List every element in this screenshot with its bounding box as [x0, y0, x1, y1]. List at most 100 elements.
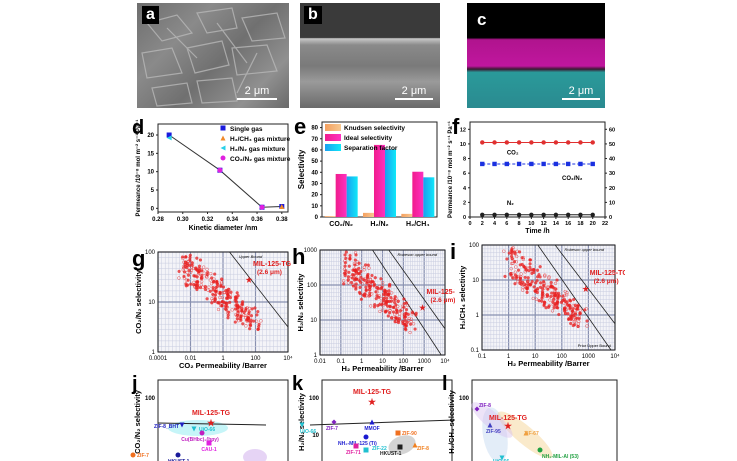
scale-bar-a: 2 μm	[237, 85, 277, 100]
data-point	[538, 281, 543, 285]
data-point	[509, 254, 514, 259]
data-point	[375, 294, 379, 298]
data-point	[547, 275, 551, 279]
data-point	[502, 249, 506, 253]
y-tick-label: 5	[151, 188, 155, 194]
data-point	[571, 304, 575, 308]
legend-marker	[220, 125, 226, 131]
data-point	[549, 280, 553, 285]
sem-plates	[141, 7, 286, 107]
x-tick-label: 0.01	[185, 356, 197, 362]
chart-f-stability: f0 2 4 6 8 10 12 14 16 18 20 2202468101201020304050…	[447, 114, 615, 235]
data-point	[235, 291, 239, 295]
data-point	[388, 309, 392, 313]
data-point	[199, 275, 204, 280]
data-point	[239, 314, 243, 318]
data-point	[547, 276, 551, 280]
data-point	[504, 212, 510, 218]
data-point	[206, 440, 212, 446]
data-point	[541, 212, 546, 218]
y-tick-label: 0	[151, 206, 155, 212]
data-point	[388, 304, 392, 308]
data-point	[353, 251, 358, 255]
data-point	[386, 299, 390, 304]
legend-label: Separation factor	[344, 145, 398, 152]
point-label: ZIF-90	[402, 431, 417, 437]
point-label: MIL-125-TG	[192, 410, 231, 417]
data-point	[199, 283, 204, 287]
point-label: Cu(BHbc)₂(bpy)	[181, 437, 219, 443]
data-point	[343, 253, 347, 257]
data-point	[396, 299, 400, 303]
upper-bound-label: Upper Bound	[239, 254, 263, 259]
data-point	[521, 288, 525, 292]
x-tick-label: 0.1	[478, 354, 487, 360]
data-point	[516, 140, 522, 145]
data-point	[353, 263, 357, 267]
legend-label: Knudsen selectivity	[344, 125, 405, 132]
data-point	[402, 297, 406, 301]
data-point	[402, 305, 406, 309]
data-point	[209, 282, 214, 286]
point-label: HKUST-1	[168, 459, 190, 461]
data-point	[198, 258, 203, 262]
data-point	[578, 140, 583, 145]
data-point	[518, 281, 522, 286]
data-point	[533, 289, 538, 294]
x-tick-label: 12	[541, 221, 547, 227]
data-point	[175, 452, 181, 458]
y-tick-label: 100	[469, 243, 480, 249]
data-point	[492, 161, 497, 167]
region-ellipse	[482, 407, 508, 461]
data-point	[259, 204, 265, 210]
x-tick-label: H₂/N₂	[370, 221, 388, 228]
data-point	[210, 297, 214, 301]
data-point	[342, 282, 346, 286]
data-point	[565, 293, 569, 297]
y-tick-label: 8	[463, 157, 466, 163]
data-point	[257, 324, 261, 329]
plot-frame	[319, 249, 446, 356]
data-point	[369, 419, 375, 425]
data-point	[565, 140, 571, 145]
scale-bar-c: 2 μm	[562, 85, 600, 100]
y-tick-label: 10	[148, 300, 155, 306]
data-point	[218, 295, 222, 300]
data-point	[541, 140, 546, 145]
data-point	[526, 276, 530, 280]
data-point	[519, 272, 523, 276]
point-label: ZIF-8	[479, 403, 491, 409]
data-point	[346, 277, 351, 282]
data-point	[199, 268, 204, 272]
panel-label-e: e	[294, 114, 306, 139]
data-point	[234, 312, 238, 317]
data-point	[225, 304, 229, 309]
data-point	[179, 422, 185, 428]
bar	[385, 149, 396, 217]
panel-label-b: b	[304, 6, 322, 24]
data-point	[253, 306, 257, 310]
data-point	[221, 300, 226, 304]
data-point	[522, 264, 526, 268]
region-ellipse	[243, 449, 267, 461]
plot-frame	[469, 121, 606, 218]
data-point	[510, 251, 514, 256]
data-point	[220, 295, 224, 300]
bar	[412, 171, 424, 217]
x-tick-label: 10	[379, 359, 386, 365]
x-tick-label: 10⁴	[283, 355, 293, 362]
data-point	[492, 140, 497, 145]
upper-bound-label: Robeson upper bound	[398, 252, 438, 257]
data-point	[202, 265, 206, 269]
highlight-label: MIL-125-TG	[253, 261, 292, 268]
data-point	[374, 296, 378, 301]
panel-label-h: h	[292, 244, 305, 269]
data-point	[542, 303, 546, 308]
panel-b-sem-cross-section: b 2 μm	[300, 3, 440, 108]
data-point	[540, 287, 545, 291]
bar	[423, 177, 435, 217]
x-axis-label: Kinetic diameter /nm	[189, 225, 258, 232]
y-tick-label: 20	[147, 133, 154, 139]
scale-bar-label: 2 μm	[568, 85, 594, 97]
upper-bound-line	[309, 419, 455, 426]
